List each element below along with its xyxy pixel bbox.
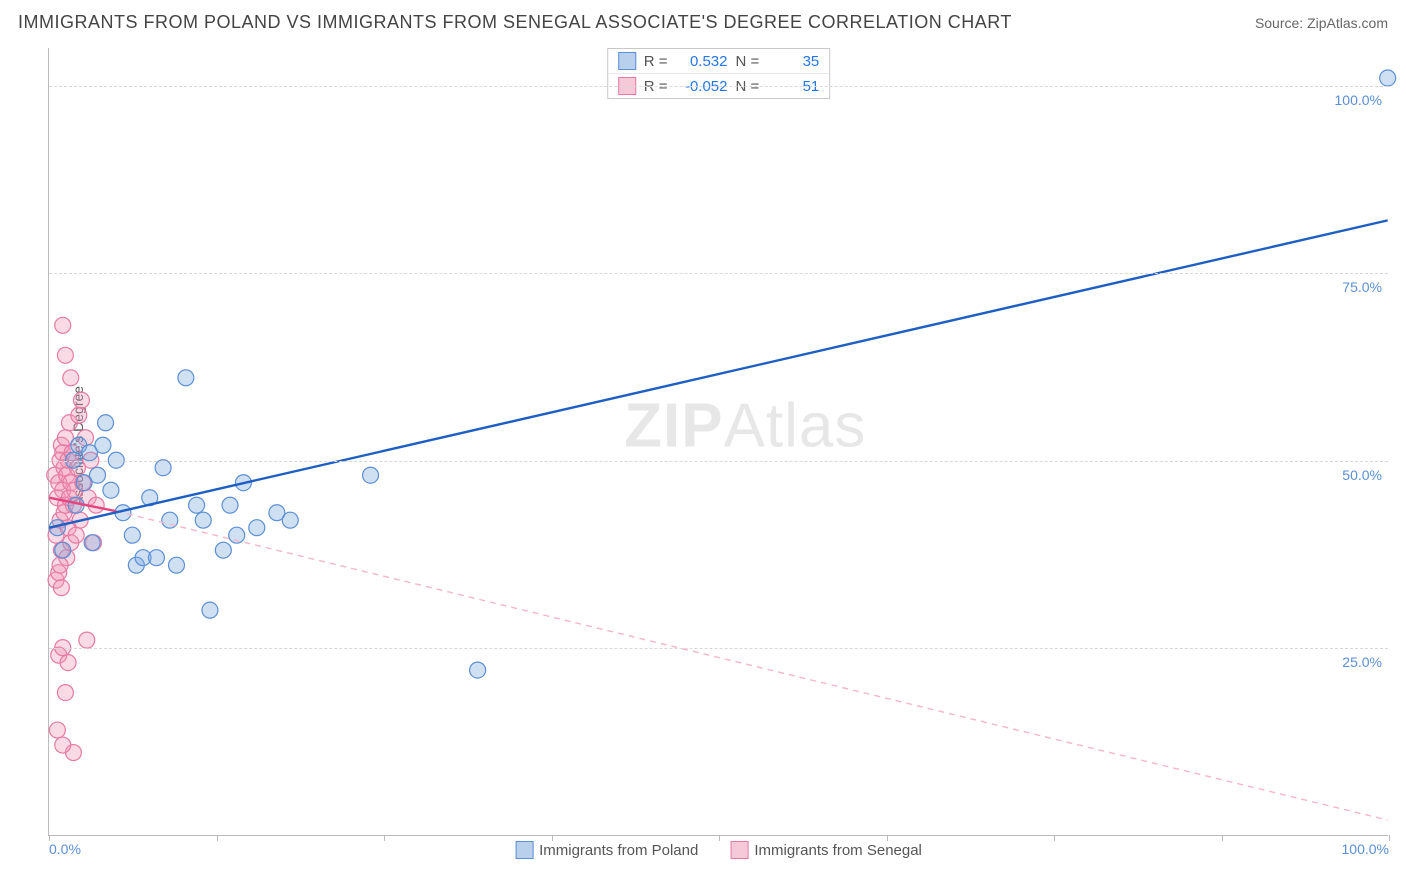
data-point-poland <box>124 527 140 543</box>
data-point-poland <box>103 482 119 498</box>
x-tick-label: 0.0% <box>49 841 81 857</box>
legend-label-poland: Immigrants from Poland <box>539 842 698 859</box>
correlation-stats-box: R = 0.532 N = 35 R = -0.052 N = 51 <box>607 48 831 99</box>
data-point-senegal <box>57 685 73 701</box>
y-tick-label: 100.0% <box>1335 92 1382 108</box>
data-point-poland <box>90 467 106 483</box>
legend-item-senegal: Immigrants from Senegal <box>730 841 922 859</box>
data-point-poland <box>95 437 111 453</box>
data-point-poland <box>222 497 238 513</box>
x-tick <box>384 835 385 841</box>
data-point-poland <box>168 557 184 573</box>
data-point-poland <box>470 662 486 678</box>
trend-line <box>116 511 1387 820</box>
data-point-senegal <box>68 527 84 543</box>
data-point-poland <box>189 497 205 513</box>
x-tick <box>552 835 553 841</box>
r-value-poland: 0.532 <box>676 53 728 70</box>
data-point-senegal <box>79 632 95 648</box>
plot-area: ZIPAtlas R = 0.532 N = 35 R = -0.052 N =… <box>48 48 1388 836</box>
trend-line <box>49 220 1387 527</box>
data-point-poland <box>155 460 171 476</box>
data-point-senegal <box>60 655 76 671</box>
y-tick-label: 75.0% <box>1342 279 1382 295</box>
data-point-senegal <box>55 737 71 753</box>
x-tick <box>1222 835 1223 841</box>
x-tick <box>1054 835 1055 841</box>
swatch-poland <box>618 52 636 70</box>
y-tick-label: 50.0% <box>1342 467 1382 483</box>
swatch-poland <box>515 841 533 859</box>
data-point-poland <box>178 370 194 386</box>
data-point-poland <box>202 602 218 618</box>
data-point-senegal <box>63 370 79 386</box>
data-point-senegal <box>55 317 71 333</box>
x-tick <box>217 835 218 841</box>
scatter-svg <box>49 48 1388 835</box>
data-point-poland <box>195 512 211 528</box>
data-point-poland <box>282 512 298 528</box>
y-tick-label: 25.0% <box>1342 654 1382 670</box>
x-tick <box>1389 835 1390 841</box>
data-point-poland <box>249 520 265 536</box>
data-point-senegal <box>71 407 87 423</box>
n-value-poland: 35 <box>767 53 819 70</box>
data-point-poland <box>55 542 71 558</box>
data-point-senegal <box>49 722 65 738</box>
data-point-poland <box>98 415 114 431</box>
grid-line <box>49 648 1388 649</box>
grid-line <box>49 461 1388 462</box>
swatch-senegal <box>730 841 748 859</box>
grid-line <box>49 86 1388 87</box>
data-point-poland <box>1380 70 1396 86</box>
stats-row-poland: R = 0.532 N = 35 <box>608 49 830 73</box>
legend-label-senegal: Immigrants from Senegal <box>754 842 922 859</box>
data-point-senegal <box>52 557 68 573</box>
data-point-poland <box>363 467 379 483</box>
data-point-senegal <box>57 347 73 363</box>
data-point-senegal <box>53 580 69 596</box>
data-point-poland <box>84 535 100 551</box>
x-tick <box>887 835 888 841</box>
data-point-senegal <box>73 392 89 408</box>
grid-line <box>49 273 1388 274</box>
x-tick <box>719 835 720 841</box>
source-label: Source: ZipAtlas.com <box>1255 15 1388 31</box>
chart-title: IMMIGRANTS FROM POLAND VS IMMIGRANTS FRO… <box>18 12 1012 33</box>
legend-bottom: Immigrants from Poland Immigrants from S… <box>515 841 922 859</box>
data-point-poland <box>148 550 164 566</box>
x-tick-label: 100.0% <box>1342 841 1389 857</box>
data-point-poland <box>215 542 231 558</box>
legend-item-poland: Immigrants from Poland <box>515 841 698 859</box>
